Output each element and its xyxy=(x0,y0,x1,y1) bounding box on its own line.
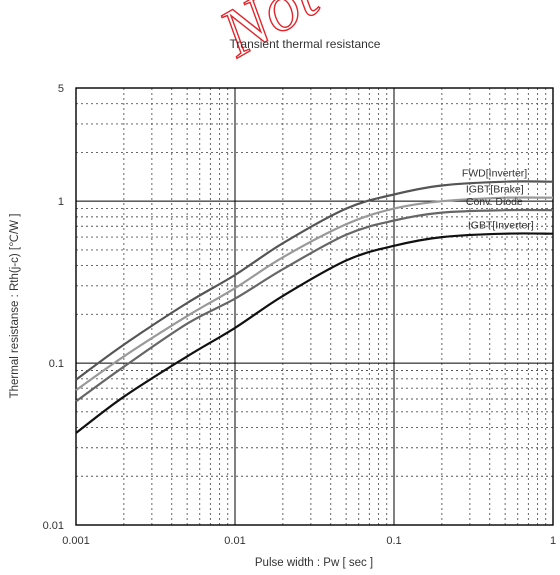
series-label-fwd-inverter: FWD[Inverter] xyxy=(462,168,527,180)
series-line-igbt-inverter xyxy=(75,232,554,434)
x-tick-label: 0.001 xyxy=(62,535,90,547)
major-grid xyxy=(76,88,553,525)
plot-frame xyxy=(75,87,554,526)
series-layer xyxy=(75,180,554,434)
chart-title: Transient thermal resistance xyxy=(230,37,381,51)
x-tick-label: 1 xyxy=(550,535,556,547)
y-tick-label: 0.01 xyxy=(43,520,64,532)
x-tick-label: 0.1 xyxy=(386,535,401,547)
series-labels: FWD[Inverter] IGBT[Brake]Conv. Diode IGBT[… xyxy=(462,168,534,232)
y-tick-label: 0.1 xyxy=(49,358,64,370)
series-label-conv-diode: Conv. Diode xyxy=(466,196,523,208)
series-label-igbt-inverter: IGBT[Inverter] xyxy=(468,220,534,232)
tick-labels: 0.001 0.01 0.1 1 0.01 0.1 1 5 xyxy=(43,83,556,547)
series-line-igbt-brake xyxy=(75,196,554,392)
series-line-fwd-inverter xyxy=(75,180,554,381)
y-tick-label: 5 xyxy=(58,83,64,95)
x-axis-label: Pulse width : Pw [ sec ] xyxy=(255,557,373,569)
y-tick-label: 1 xyxy=(58,196,64,208)
y-axis-label: Thermal resistanse : Rth(j-c) [℃/W ] xyxy=(9,214,21,399)
x-tick-label: 0.01 xyxy=(224,535,245,547)
series-label-igbt-brake: IGBT[Brake] xyxy=(466,184,524,196)
series-line-conv-diode xyxy=(75,208,554,403)
